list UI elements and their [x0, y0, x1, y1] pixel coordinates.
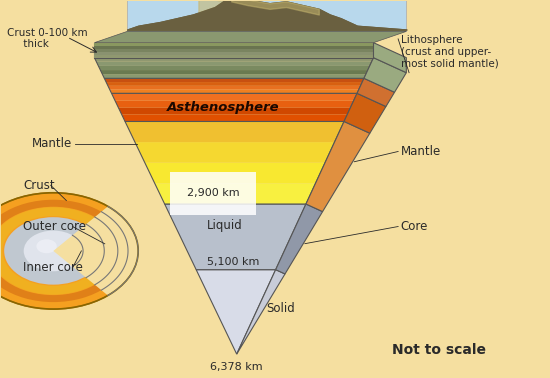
Circle shape	[36, 239, 57, 253]
Polygon shape	[100, 70, 368, 74]
Polygon shape	[236, 270, 285, 354]
Polygon shape	[95, 49, 373, 52]
Polygon shape	[306, 121, 370, 212]
Polygon shape	[364, 58, 406, 92]
Polygon shape	[95, 55, 373, 58]
Polygon shape	[196, 270, 276, 354]
Wedge shape	[0, 200, 128, 302]
Polygon shape	[155, 183, 316, 204]
Polygon shape	[373, 43, 406, 73]
Text: Mantle: Mantle	[32, 138, 73, 150]
Polygon shape	[95, 43, 373, 58]
Polygon shape	[95, 46, 373, 49]
Polygon shape	[53, 201, 149, 301]
Polygon shape	[127, 29, 406, 31]
Text: Inner core: Inner core	[23, 261, 83, 274]
Circle shape	[24, 231, 83, 271]
Polygon shape	[164, 204, 306, 270]
Polygon shape	[104, 78, 364, 82]
Polygon shape	[95, 52, 373, 55]
Polygon shape	[102, 74, 366, 78]
Text: 2,900 km: 2,900 km	[186, 188, 239, 198]
Polygon shape	[118, 107, 350, 115]
Polygon shape	[344, 93, 386, 133]
Polygon shape	[110, 90, 359, 93]
Circle shape	[0, 193, 138, 309]
Text: 5,100 km: 5,100 km	[207, 257, 260, 266]
Polygon shape	[145, 163, 325, 183]
Polygon shape	[95, 58, 373, 62]
Text: Outer core: Outer core	[23, 220, 86, 233]
Polygon shape	[127, 0, 406, 31]
Text: Core: Core	[401, 220, 428, 233]
Text: Not to scale: Not to scale	[392, 343, 486, 357]
Polygon shape	[135, 142, 334, 163]
Polygon shape	[125, 121, 344, 142]
Text: Lithosphere
(crust and upper-
most solid mantle): Lithosphere (crust and upper- most solid…	[401, 35, 499, 68]
Polygon shape	[122, 115, 347, 121]
Polygon shape	[98, 66, 370, 70]
Polygon shape	[112, 93, 357, 100]
Circle shape	[4, 217, 102, 285]
Text: Liquid: Liquid	[207, 219, 243, 232]
Polygon shape	[95, 31, 406, 43]
Polygon shape	[96, 62, 372, 66]
Text: Mantle: Mantle	[401, 145, 441, 158]
Text: Crust: Crust	[23, 179, 55, 192]
Polygon shape	[276, 204, 323, 274]
Polygon shape	[95, 43, 373, 46]
Text: Crust 0-100 km
     thick: Crust 0-100 km thick	[7, 28, 87, 49]
Polygon shape	[106, 82, 362, 86]
Polygon shape	[108, 86, 360, 90]
Text: Solid: Solid	[266, 302, 295, 314]
Polygon shape	[357, 78, 394, 107]
Polygon shape	[115, 100, 354, 107]
Text: Asthenosphere: Asthenosphere	[167, 101, 279, 114]
Wedge shape	[0, 207, 117, 294]
Text: 6,378 km: 6,378 km	[211, 362, 263, 372]
